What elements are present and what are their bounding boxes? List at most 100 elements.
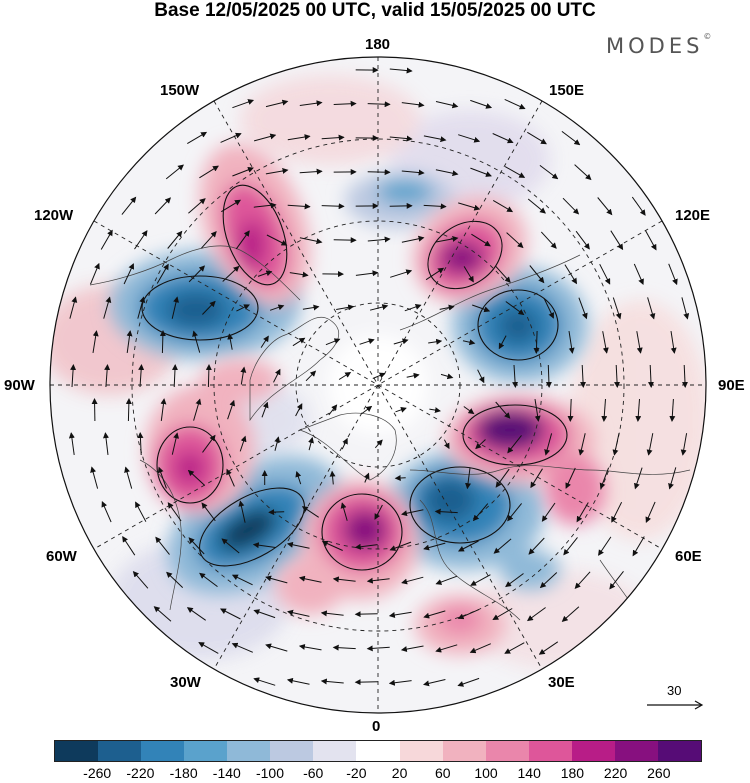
colorbar-bin: [528, 741, 572, 761]
wind-vector: [574, 164, 592, 181]
wind-vector: [156, 263, 169, 284]
wind-vector: [202, 300, 216, 315]
wind-vector: [538, 641, 559, 655]
colorbar-tick-label: -100: [255, 765, 285, 781]
wind-vector: [492, 133, 514, 144]
wind-vector: [289, 271, 309, 278]
wind-vector: [187, 131, 208, 145]
lon-label-120w: 120W: [34, 207, 74, 224]
colorbar-bin: [356, 741, 400, 761]
wind-vector: [435, 235, 459, 243]
colorbar-bin: [270, 741, 314, 761]
colorbar-bin: [98, 741, 142, 761]
wind-vector: [171, 296, 179, 319]
wind-vector: [395, 407, 407, 413]
wind-vector: [602, 331, 609, 354]
wind-vector: [122, 535, 136, 556]
coastlines: [89, 245, 691, 641]
colorbar-bin: [184, 741, 228, 761]
wind-vector: [340, 502, 348, 521]
wind-vector: [563, 537, 578, 556]
wind-vector: [321, 203, 345, 210]
wind-vector: [493, 538, 512, 554]
colorbar-tick-label: -180: [169, 765, 198, 781]
colorbar-bin: [485, 741, 529, 761]
wind-vector: [239, 435, 247, 452]
wind-vector: [69, 296, 78, 319]
wind-vector: [512, 364, 519, 388]
wind-vector: [544, 433, 553, 456]
wind-vector: [320, 678, 344, 685]
wind-vector: [68, 432, 75, 455]
contour-lines: [141, 184, 568, 571]
wind-vector: [457, 609, 479, 620]
wind-vector: [670, 331, 677, 354]
wind-vector: [332, 644, 356, 651]
wind-vector: [472, 503, 489, 522]
lon-label-30w: 30W: [170, 674, 201, 691]
wind-vector: [341, 437, 348, 450]
wind-vector: [124, 466, 133, 489]
wind-vector: [574, 571, 591, 589]
wind-vector: [465, 467, 472, 490]
wind-vector: [171, 364, 178, 388]
lon-label-150w: 150W: [160, 82, 200, 99]
wind-vector: [504, 166, 526, 178]
colorbar-bin: [442, 741, 486, 761]
wind-vector: [545, 364, 552, 388]
wind-vector: [406, 372, 420, 379]
wind-vector: [125, 398, 132, 422]
wind-vector: [363, 472, 370, 483]
wind-vector: [492, 199, 514, 213]
colorbar-tick-label: -20: [346, 765, 367, 781]
colorbar-tick-label: -140: [212, 765, 241, 781]
wind-vector: [462, 339, 476, 346]
wind-vector: [232, 167, 254, 177]
modes-logo: MODES©: [606, 32, 711, 58]
wind-vector: [295, 470, 302, 485]
wind-vector: [298, 575, 322, 583]
wind-vector: [477, 369, 485, 384]
wind-vector: [440, 373, 454, 380]
wind-vector: [458, 540, 479, 552]
wind-vector: [470, 574, 491, 586]
wind-vector: [328, 404, 338, 416]
wind-vector: [393, 338, 409, 345]
wind-vector: [401, 101, 425, 108]
wind-vector: [435, 169, 459, 177]
wind-vector: [287, 134, 311, 141]
wind-vector: [157, 466, 167, 489]
wind-vector: [401, 576, 424, 585]
wind-vector: [423, 203, 447, 210]
wind-vector: [320, 610, 344, 617]
wind-vector: [401, 509, 424, 517]
wind-vector: [400, 645, 424, 653]
map-disk: [50, 57, 706, 713]
wind-vector: [167, 230, 183, 249]
wind-vector: [401, 169, 425, 176]
colorbar-bin: [55, 741, 99, 761]
wind-vector: [231, 574, 253, 586]
map-title: Base 12/05/2025 00 UTC, valid 15/05/2025…: [154, 0, 596, 21]
wind-vector: [578, 433, 586, 456]
wind-vector: [100, 229, 113, 250]
wind-vector: [299, 100, 323, 107]
wind-vector: [367, 236, 391, 243]
colorbar-tick-label: 100: [474, 765, 498, 781]
wind-vector: [325, 338, 341, 346]
wind-vector: [135, 501, 147, 522]
anomaly-positive-gulf-alaska: [199, 143, 311, 307]
wind-vector: [308, 436, 314, 451]
wind-vector: [505, 301, 525, 316]
wind-vector: [354, 543, 378, 550]
wind-vector: [646, 433, 654, 456]
wind-vector: [252, 542, 276, 549]
wind-vector: [221, 199, 241, 213]
wind-vector: [631, 196, 646, 216]
wind-vector: [471, 233, 491, 247]
wind-vector: [428, 338, 443, 345]
colorbar: [54, 740, 702, 762]
wind-vector: [202, 434, 216, 453]
wind-vector: [359, 338, 375, 345]
wind-vector: [611, 501, 623, 523]
